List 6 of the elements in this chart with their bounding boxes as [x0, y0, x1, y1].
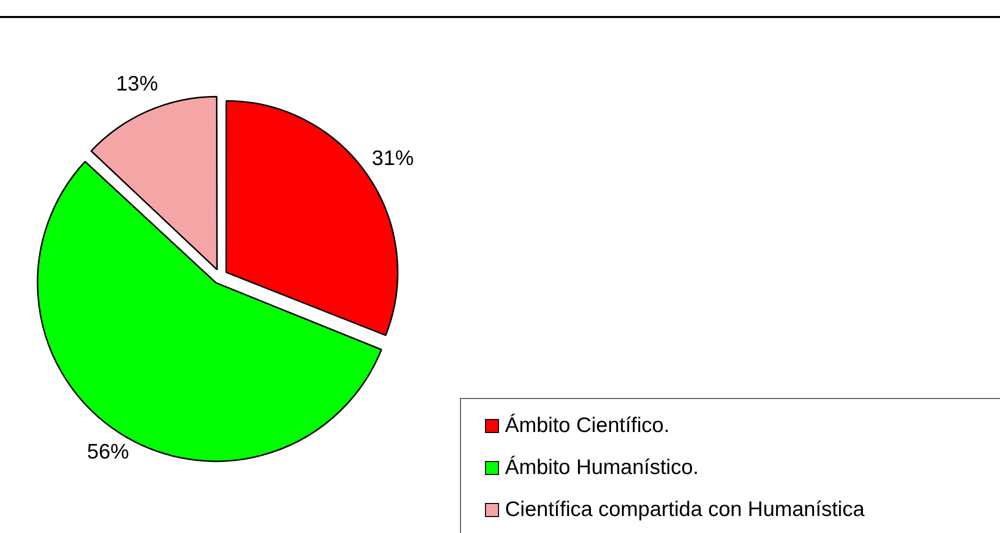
- data-label: 31%: [372, 146, 414, 170]
- legend-label: Ámbito Humanístico.: [505, 456, 699, 480]
- legend-label: Científica compartida con Humanística: [505, 498, 864, 522]
- legend-label: Ámbito Científico.: [505, 414, 670, 438]
- data-label: 56%: [87, 440, 130, 464]
- data-label: 13%: [116, 72, 158, 96]
